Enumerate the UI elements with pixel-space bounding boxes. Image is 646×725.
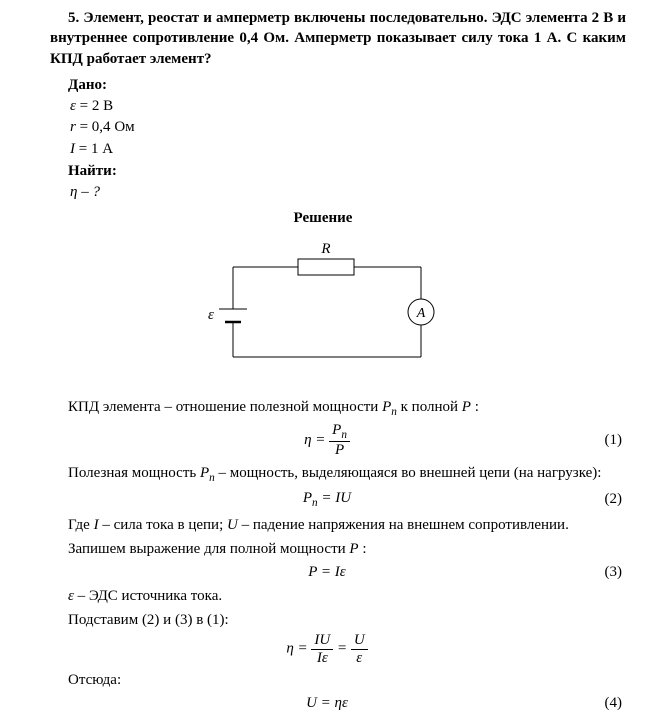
circuit-svg: R A ε bbox=[173, 237, 473, 377]
label-R: R bbox=[320, 241, 330, 257]
eq5-number: (4) bbox=[586, 693, 626, 713]
problem-statement: 5. Элемент, реостат и амперметр включены… bbox=[20, 8, 626, 69]
eq5: U = ηε (4) bbox=[20, 693, 626, 713]
p4: Запишем выражение для полной мощности P … bbox=[20, 539, 626, 559]
p2: Полезная мощность Pп – мощность, выделяю… bbox=[20, 463, 626, 486]
p5: ε – ЭДС источника тока. bbox=[20, 586, 626, 606]
p6: Подставим (2) и (3) в (1): bbox=[20, 610, 626, 630]
p7: Отсюда: bbox=[20, 670, 626, 690]
find-title: Найти: bbox=[68, 161, 626, 181]
given-line-2: r = 0,4 Ом bbox=[68, 117, 626, 137]
eq3-number: (3) bbox=[586, 562, 626, 582]
p3: Где I – сила тока в цепи; U – падение на… bbox=[20, 515, 626, 535]
label-eps: ε bbox=[208, 307, 214, 323]
find-line: η – ? bbox=[68, 182, 626, 202]
given-line-1: ε = 2 В bbox=[68, 96, 626, 116]
given-title: Дано: bbox=[68, 75, 626, 95]
eq1: η = PпP (1) bbox=[20, 422, 626, 459]
eq2: Pп = IU (2) bbox=[20, 488, 626, 511]
problem-number: 5. bbox=[68, 10, 79, 26]
problem-text: Элемент, реостат и амперметр включены по… bbox=[50, 10, 626, 67]
circuit-diagram: R A ε bbox=[20, 237, 626, 383]
p1: КПД элемента – отношение полезной мощнос… bbox=[20, 397, 626, 420]
eq4: η = IUIε = Uε bbox=[20, 632, 626, 666]
label-A: A bbox=[416, 306, 426, 321]
eq1-number: (1) bbox=[586, 430, 626, 450]
given-line-3: I = 1 А bbox=[68, 139, 626, 159]
eq3: P = Iε (3) bbox=[20, 562, 626, 582]
solution-title: Решение bbox=[20, 208, 626, 228]
given-block: Дано: ε = 2 В r = 0,4 Ом I = 1 А Найти: … bbox=[20, 75, 626, 203]
eq2-number: (2) bbox=[586, 489, 626, 509]
